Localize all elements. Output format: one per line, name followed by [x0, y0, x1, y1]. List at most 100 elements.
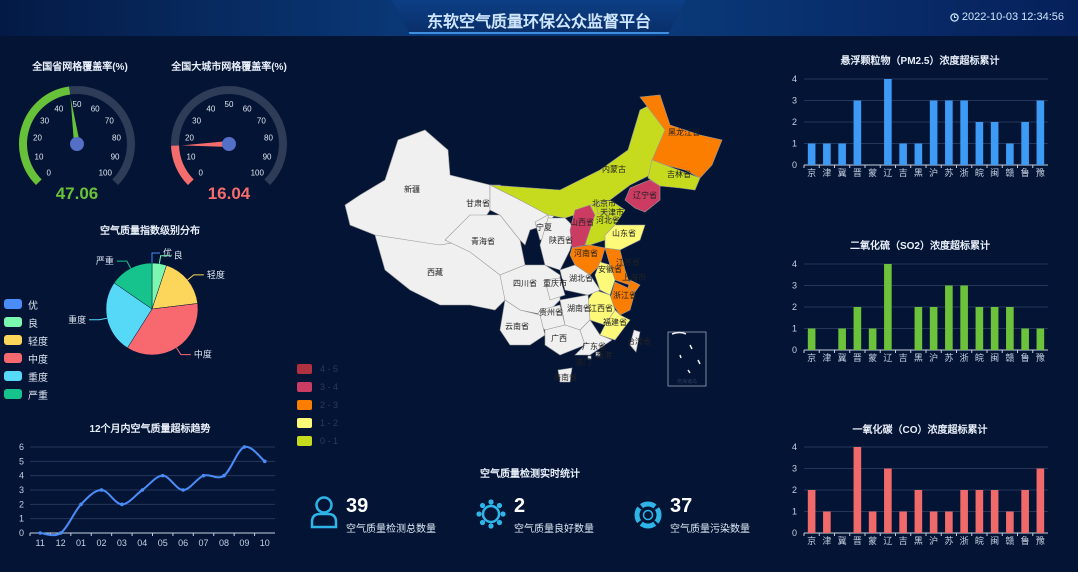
map-legend-item[interactable]: 2 - 3 — [297, 396, 338, 414]
map-legend-item[interactable]: 4 - 5 — [297, 360, 338, 378]
pie-leader — [116, 260, 132, 269]
x-tick-label: 蒙 — [868, 167, 877, 178]
province-label: 贵州省 — [539, 307, 563, 317]
x-tick-label: 09 — [239, 538, 249, 548]
pie-label: 优 — [163, 247, 172, 258]
legend-swatch — [4, 299, 22, 309]
stat-value: 39 — [346, 495, 369, 517]
x-tick-label: 豫 — [1036, 535, 1045, 546]
map-legend-label: 4 - 5 — [320, 364, 339, 374]
y-tick-label: 6 — [19, 442, 24, 452]
stat-label: 空气质量污染数量 — [670, 524, 750, 535]
x-tick-label: 07 — [199, 538, 209, 548]
bar — [960, 100, 968, 165]
bar — [914, 143, 923, 165]
bar — [807, 143, 816, 165]
pie-leader — [89, 317, 108, 321]
province-label: 内蒙古 — [602, 164, 626, 174]
x-tick-label: 黑 — [914, 168, 923, 178]
map-legend-item[interactable]: 3 - 4 — [297, 378, 338, 396]
y-tick-label: 3 — [792, 464, 797, 474]
x-tick-label: 津 — [822, 168, 831, 178]
province-北京市[interactable] — [595, 201, 608, 215]
province-湖北省[interactable] — [559, 264, 601, 296]
x-tick-label: 辽 — [883, 536, 892, 546]
province-label: 天津市 — [600, 207, 624, 217]
sun-ray — [496, 519, 503, 526]
province-label: 黑龙江省 — [668, 127, 700, 137]
bar — [884, 468, 892, 533]
line-title: 12个月内空气质量超标趋势 — [89, 424, 211, 435]
province-香港[interactable] — [595, 351, 601, 357]
line-point — [181, 488, 185, 492]
x-tick-label: 赣 — [1005, 535, 1014, 546]
map-legend-item[interactable]: 1 - 2 — [297, 414, 338, 432]
bar — [975, 307, 984, 350]
province-澳门[interactable] — [587, 355, 592, 360]
gauge-tick-label: 0 — [198, 168, 203, 177]
legend-label: 重度 — [28, 372, 48, 384]
x-tick-label: 京 — [807, 167, 816, 178]
gauge-progress — [19, 86, 71, 186]
province-台湾省[interactable] — [629, 329, 641, 353]
bar — [945, 285, 953, 350]
y-tick-label: 2 — [792, 302, 797, 312]
bar — [1021, 328, 1029, 350]
x-tick-label: 晋 — [853, 536, 862, 546]
province-陕西省[interactable] — [539, 217, 576, 271]
x-tick-label: 苏 — [944, 352, 953, 363]
x-tick-label: 吉 — [899, 353, 908, 363]
province-海南省[interactable] — [557, 367, 573, 383]
province-辽宁省[interactable] — [624, 179, 661, 213]
province-青海省[interactable] — [444, 214, 526, 276]
map-legend-item[interactable]: 0 - 1 — [297, 432, 338, 450]
y-tick-label: 3 — [792, 281, 797, 291]
map-legend-label: 0 - 1 — [320, 436, 339, 446]
province-广东省[interactable] — [574, 319, 613, 356]
bar — [853, 447, 862, 533]
legend-item[interactable]: 重度 — [4, 367, 48, 385]
inset-islands — [671, 331, 701, 374]
province-黑龙江省[interactable] — [639, 94, 723, 179]
province-云南省[interactable] — [499, 299, 546, 346]
x-tick-label: 鲁 — [1021, 535, 1030, 546]
pie-leader — [158, 255, 171, 264]
x-tick-label: 04 — [137, 538, 147, 548]
x-tick-label: 苏 — [944, 535, 953, 546]
province-label: 新疆 — [404, 184, 420, 194]
bar — [1036, 328, 1045, 350]
province-吉林省[interactable] — [647, 159, 701, 191]
x-tick-label: 赣 — [1005, 352, 1014, 363]
legend-item[interactable]: 严重 — [4, 385, 48, 403]
gauge-tick-label: 70 — [257, 116, 266, 125]
legend-item[interactable]: 良 — [4, 313, 48, 331]
province-天津市[interactable] — [606, 211, 615, 221]
gauge-tick-label: 90 — [263, 152, 272, 161]
datetime-text: 2022-10-03 12:34:56 — [961, 11, 1064, 23]
gauge-tick-label: 60 — [91, 104, 100, 113]
sun-ray — [496, 502, 503, 509]
x-tick-label: 浙 — [960, 167, 969, 178]
bar — [868, 328, 877, 350]
bar — [1036, 468, 1045, 533]
legend-item[interactable]: 中度 — [4, 349, 48, 367]
x-tick-label: 闽 — [990, 535, 999, 546]
line-point — [38, 531, 43, 535]
y-tick-label: 4 — [792, 442, 797, 452]
x-tick-label: 11 — [36, 538, 45, 548]
gauge-tick-label: 0 — [46, 168, 51, 177]
legend-item[interactable]: 优 — [4, 295, 48, 313]
line-point — [120, 502, 124, 507]
province-label: 四川省 — [513, 278, 537, 288]
gauge-tick-label: 10 — [187, 152, 196, 161]
province-重庆市[interactable] — [544, 277, 566, 301]
y-tick-label: 1 — [19, 514, 24, 524]
legend-item[interactable]: 轻度 — [4, 331, 48, 349]
line-point — [201, 473, 206, 478]
x-tick-label: 皖 — [975, 352, 984, 363]
bar — [990, 307, 999, 350]
x-tick-label: 冀 — [838, 167, 847, 178]
province-label: 澳门 — [575, 357, 591, 367]
x-tick-label: 闽 — [990, 352, 999, 363]
